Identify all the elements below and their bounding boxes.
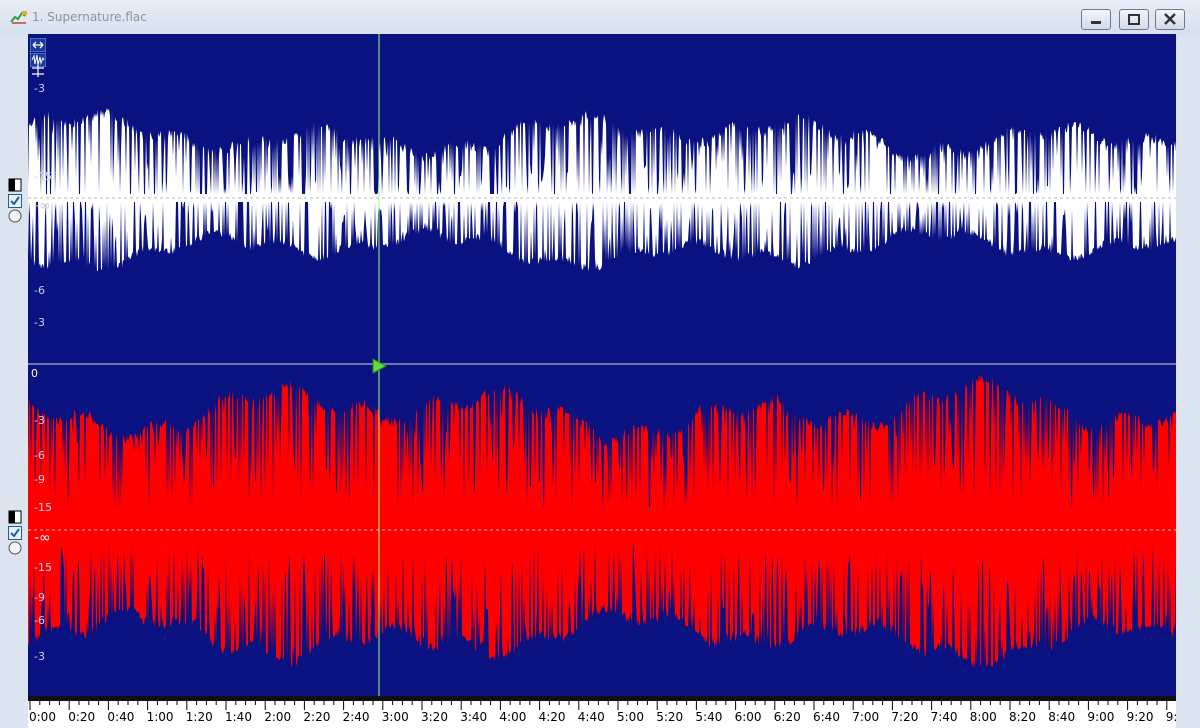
bottom-channel-fill-lower — [28, 530, 1176, 669]
db-label-bottom-2: -3 — [34, 414, 45, 427]
channel-control-gutter — [0, 34, 28, 728]
channel-toggle-icon[interactable] — [8, 510, 22, 524]
db-label-bottom-9: -6 — [34, 614, 45, 627]
db-label-bottom-10: -3 — [34, 650, 45, 663]
time-label: 1:40 — [225, 710, 252, 724]
channel-toggle-icon[interactable] — [8, 178, 22, 192]
app-logo-icon — [10, 11, 27, 24]
db-label-top-5: -3 — [34, 316, 45, 329]
time-label: 5:20 — [656, 710, 684, 724]
db-label-bottom-8: -9 — [34, 591, 45, 604]
time-label: 7:40 — [930, 710, 958, 724]
db-label-top-2: -15 — [34, 170, 52, 183]
bottom-channel-fill-upper — [28, 374, 1176, 530]
playhead-marker[interactable] — [372, 358, 388, 374]
time-label: 5:40 — [695, 710, 723, 724]
vertical-zoom-icon[interactable] — [30, 64, 46, 78]
db-label-bottom-1: 0 — [31, 367, 38, 380]
time-label: 8:40 — [1048, 710, 1076, 724]
top-channel-gap-upper — [28, 108, 1176, 198]
time-label: 6:00 — [734, 710, 762, 724]
time-label: 0:00 — [29, 710, 56, 724]
time-ruler-ticks — [28, 696, 1176, 710]
time-label: 2:20 — [303, 710, 331, 724]
top-channel-center-band — [28, 195, 1176, 201]
time-label: 4:20 — [538, 710, 566, 724]
time-label: 7:00 — [852, 710, 880, 724]
time-label: 9:20 — [1126, 710, 1154, 724]
time-label: 8:20 — [1009, 710, 1036, 724]
db-label-top-4: -6 — [34, 284, 45, 297]
time-label: 6:20 — [773, 710, 801, 724]
title-bar: 1. Supernature.flac — [0, 0, 1200, 35]
time-label: 1:00 — [146, 710, 174, 724]
bottom-channel-center-band — [28, 524, 1176, 536]
horizontal-zoom-icon[interactable] — [30, 38, 46, 52]
channel-enable-checkbox[interactable] — [8, 526, 22, 540]
time-label: 3:00 — [381, 710, 409, 724]
time-label: 1:20 — [185, 710, 213, 724]
channel-enable-checkbox[interactable] — [8, 194, 22, 208]
db-label-bottom-5: -15 — [34, 501, 52, 514]
time-label: 0:40 — [107, 710, 135, 724]
top-channel-waveform — [28, 108, 1176, 272]
close-icon — [1164, 13, 1176, 25]
db-label-bottom-7: -15 — [34, 561, 52, 574]
time-ruler[interactable]: 0:00 0:20 0:40 1:00 1:20 1:40 2:00 2:20 2:40 3:00… — [28, 696, 1178, 728]
time-label: 5:00 — [617, 710, 644, 724]
time-label: 3:40 — [460, 710, 488, 724]
waveform-display[interactable]: -3 -15 -∞ -6 -3 0 -3 -6 -9 -15 -∞ -15 -9… — [28, 34, 1176, 696]
time-label: 2:00 — [264, 710, 292, 724]
db-label-top-3: -∞ — [34, 198, 51, 214]
maximize-icon — [1128, 14, 1140, 25]
db-label-bottom-4: -9 — [34, 473, 45, 486]
time-label: 4:40 — [577, 710, 605, 724]
time-label: 2:40 — [342, 710, 370, 724]
db-label-bottom-3: -6 — [34, 449, 45, 462]
db-label-top-1: -3 — [34, 82, 45, 95]
top-channel-gap-lower — [28, 198, 1176, 272]
time-label: 4:00 — [499, 710, 527, 724]
bottom-channel-waveform — [28, 374, 1176, 669]
time-label: 7:20 — [891, 710, 919, 724]
maximize-button[interactable] — [1119, 9, 1149, 30]
minimize-button[interactable] — [1081, 9, 1111, 30]
channel-solo-radio[interactable] — [8, 541, 22, 555]
time-label: 8:00 — [969, 710, 997, 724]
time-label: 6:40 — [813, 710, 840, 724]
time-label: 3:20 — [421, 710, 448, 724]
time-label: 9:00 — [1087, 710, 1115, 724]
time-label: 9: — [1165, 710, 1178, 724]
db-label-bottom-6: -∞ — [34, 530, 51, 546]
minimize-icon — [1091, 21, 1101, 24]
channel-solo-radio[interactable] — [8, 209, 22, 223]
window-title: 1. Supernature.flac — [32, 10, 147, 24]
waveform-svg — [28, 34, 1176, 696]
right-frame — [1176, 34, 1200, 696]
time-label: 0:20 — [68, 710, 96, 724]
close-button[interactable] — [1155, 9, 1185, 30]
